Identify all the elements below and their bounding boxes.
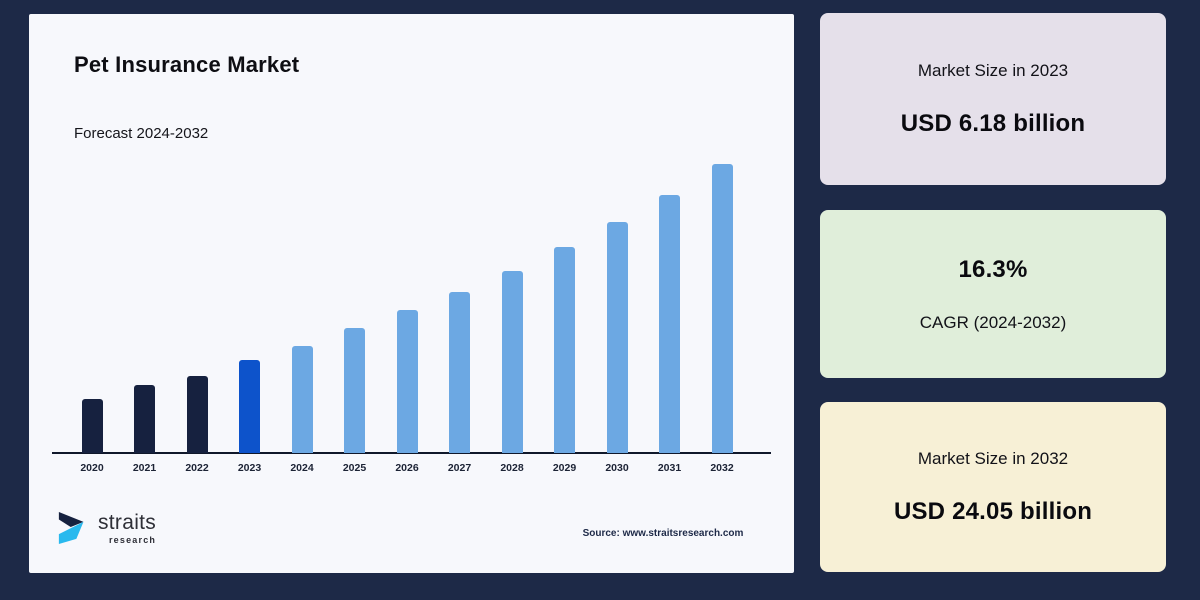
logo-text: straits research	[98, 512, 156, 545]
stat-card-market-size-2032: Market Size in 2032 USD 24.05 billion	[820, 402, 1166, 572]
x-axis-label-2027: 2027	[447, 462, 472, 474]
bar-2026	[396, 310, 418, 453]
bar-2024	[291, 346, 313, 453]
stat-card-market-size-2023: Market Size in 2023 USD 6.18 billion	[820, 13, 1166, 185]
bar-2022	[186, 376, 208, 453]
bar-2029	[554, 247, 575, 453]
logo-arrow-icon	[58, 511, 84, 545]
x-axis-label-2029: 2029	[552, 462, 577, 474]
x-axis-label-2031: 2031	[657, 462, 682, 474]
logo-subname: research	[108, 534, 157, 545]
x-axis-label-2021: 2021	[132, 462, 157, 474]
stat-card-value: USD 6.18 billion	[900, 109, 1086, 137]
x-axis-label-2030: 2030	[605, 462, 629, 474]
bar-2031	[659, 195, 680, 453]
x-axis-line	[52, 452, 771, 454]
x-axis-label-2022: 2022	[185, 462, 209, 474]
straits-research-logo: straits research	[57, 508, 156, 548]
x-axis-label-2020: 2020	[80, 462, 104, 474]
bar-2025	[344, 328, 365, 453]
stat-card-value: 16.3%	[958, 255, 1028, 283]
x-axis-label-2026: 2026	[395, 462, 419, 474]
x-axis-label-2023: 2023	[237, 462, 262, 474]
x-axis-label-2024: 2024	[290, 462, 314, 474]
x-axis-label-2028: 2028	[500, 462, 524, 474]
stat-card-value: USD 24.05 billion	[893, 497, 1093, 525]
stat-card-label: Market Size in 2032	[917, 448, 1069, 468]
bar-2030	[606, 222, 628, 453]
x-axis-label-2025: 2025	[342, 462, 367, 474]
chart-panel: Pet Insurance Market Forecast 2024-2032 …	[29, 14, 794, 573]
stat-card-cagr: 16.3% CAGR (2024-2032)	[820, 210, 1166, 378]
bar-2023	[239, 360, 260, 453]
logo-name: straits	[98, 510, 157, 534]
bar-2032	[711, 164, 733, 453]
chart-subtitle: Forecast 2024-2032	[74, 125, 209, 142]
source-attribution: Source: www.straitsresearch.com	[582, 528, 744, 539]
x-axis-label-2032: 2032	[710, 462, 734, 474]
bar-chart: 2020 2021 2022 2023 2024 2025 2026 2027 2028 2029…	[52, 154, 771, 474]
bar-2028	[501, 271, 523, 453]
bar-2027	[449, 292, 470, 453]
page-title: Pet Insurance Market	[74, 52, 300, 77]
bar-2021	[134, 385, 155, 453]
bar-2020	[81, 399, 103, 453]
stat-card-label: Market Size in 2023	[917, 60, 1069, 80]
stat-card-label: CAGR (2024-2032)	[919, 312, 1067, 332]
